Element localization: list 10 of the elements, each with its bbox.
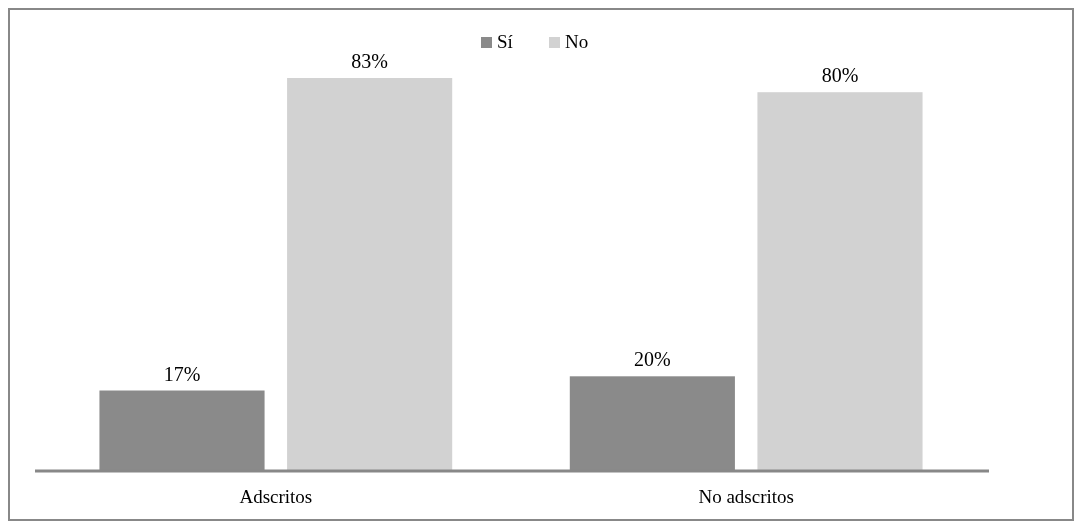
bar [757, 92, 923, 471]
legend-label: Sí [497, 31, 514, 52]
data-label: 20% [634, 348, 671, 371]
data-label: 17% [163, 362, 201, 385]
x-tick-label: Adscritos [239, 486, 313, 507]
data-label: 83% [351, 50, 388, 72]
x-tick-label: No adscritos [698, 486, 794, 507]
bar [287, 78, 453, 471]
legend-label: No [565, 31, 589, 52]
data-label: 80% [821, 64, 859, 87]
